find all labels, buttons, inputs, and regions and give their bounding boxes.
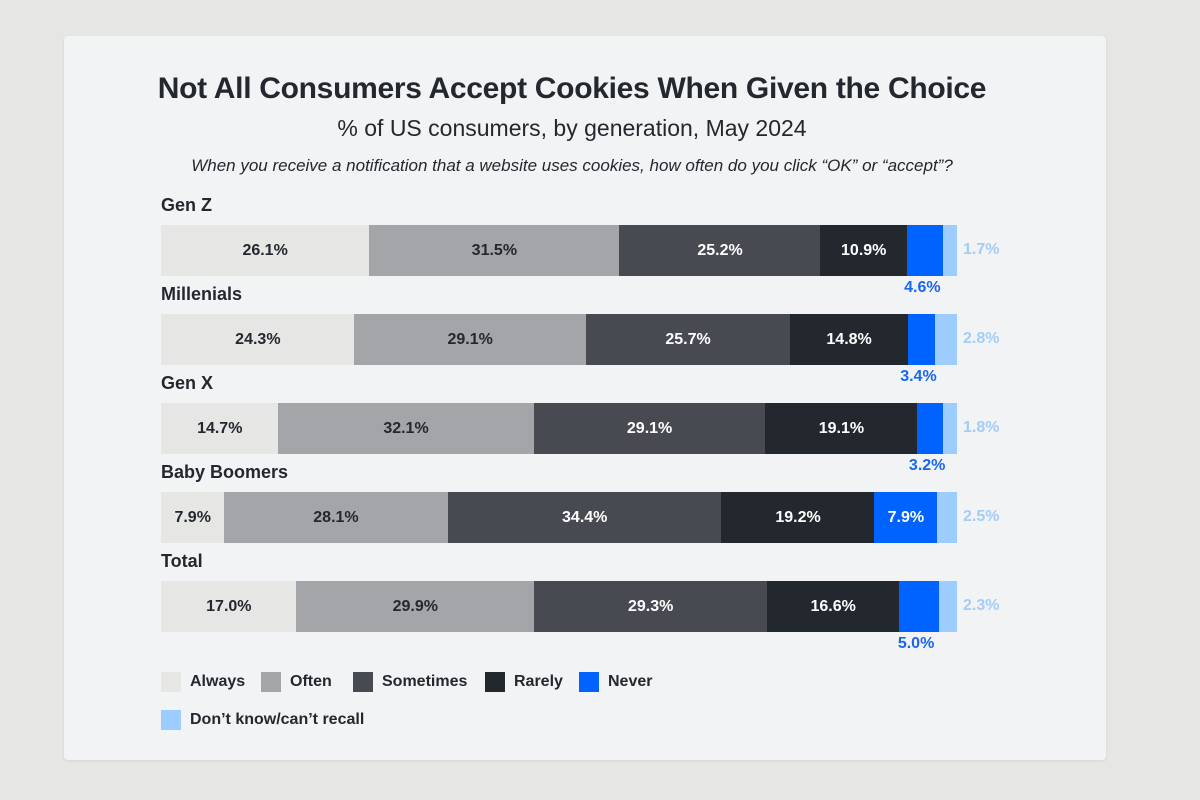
bar-segment-rarely: 16.6% — [766, 581, 900, 632]
bar-segment-don-t-know-can-t-recall — [942, 403, 958, 454]
legend-item: Sometimes — [353, 672, 467, 692]
bar-segment-never — [907, 314, 936, 365]
legend-item: Always — [161, 672, 245, 692]
data-label: 2.8% — [963, 330, 1000, 347]
row-label: Millenials — [161, 284, 243, 304]
legend-item: Don’t know/can’t recall — [161, 710, 364, 730]
data-label: 10.9% — [841, 241, 887, 259]
chart-title: Not All Consumers Accept Cookies When Gi… — [157, 72, 987, 105]
data-label: 1.7% — [963, 241, 1000, 258]
data-label: 2.3% — [963, 597, 1000, 614]
data-label: 17.0% — [206, 597, 252, 615]
bar-segment-never — [906, 225, 944, 276]
data-label: 25.2% — [697, 241, 743, 259]
legend-swatch — [353, 672, 373, 692]
bar-segment-sometimes: 29.1% — [533, 403, 766, 454]
legend-label: Sometimes — [382, 673, 468, 690]
data-label: 1.8% — [963, 419, 1000, 436]
chart-card — [64, 36, 1106, 760]
data-label: 16.6% — [810, 597, 856, 615]
legend-swatch — [161, 710, 181, 730]
bar-segment-rarely: 14.8% — [790, 314, 909, 365]
data-label: 29.3% — [627, 597, 674, 615]
data-label: 3.4% — [900, 368, 937, 385]
bar-segment-always: 14.7% — [161, 403, 279, 454]
bar-segment-never — [898, 581, 940, 632]
legend-item: Never — [579, 672, 652, 692]
bar-segment-sometimes: 25.7% — [585, 314, 791, 365]
bar-segment-often: 29.1% — [354, 314, 587, 365]
bar-segment-always: 24.3% — [161, 314, 355, 365]
row-label: Gen Z — [161, 195, 213, 215]
row-label: Total — [161, 551, 203, 571]
bar-segment-don-t-know-can-t-recall — [938, 581, 958, 632]
bar-segment-rarely: 19.2% — [721, 492, 875, 543]
legend-item: Often — [261, 672, 332, 692]
bar-segment-never: 7.9% — [874, 492, 938, 543]
bar-segment-often: 29.9% — [296, 581, 535, 632]
data-label: 31.5% — [471, 241, 518, 259]
data-label: 14.8% — [826, 330, 872, 348]
chart-subtitle: % of US consumers, by generation, May 20… — [337, 115, 807, 141]
data-label: 29.1% — [626, 419, 673, 437]
data-label: 19.2% — [775, 508, 821, 526]
legend-swatch — [579, 672, 599, 692]
data-label: 32.1% — [383, 419, 429, 437]
data-label: 7.9% — [887, 508, 925, 526]
legend-label: Never — [608, 673, 653, 690]
data-label: 24.3% — [235, 330, 281, 348]
legend-label: Always — [190, 673, 246, 690]
row-label: Baby Boomers — [161, 462, 289, 482]
data-label: 2.5% — [963, 508, 1000, 525]
bar-segment-always: 7.9% — [161, 492, 225, 543]
data-label: 4.6% — [904, 279, 941, 296]
bar-segment-don-t-know-can-t-recall — [943, 225, 958, 276]
data-label: 29.9% — [392, 597, 438, 615]
legend-label: Don’t know/can’t recall — [190, 711, 365, 728]
bar-segment-often: 31.5% — [368, 225, 620, 276]
data-label: 3.2% — [908, 457, 946, 474]
bar-segment-sometimes: 34.4% — [447, 492, 722, 543]
data-label: 26.1% — [242, 241, 288, 259]
bar-segment-never — [917, 403, 944, 454]
data-label: 25.7% — [665, 330, 711, 348]
data-label: 7.9% — [174, 508, 211, 526]
data-label: 34.4% — [562, 508, 608, 526]
bar-segment-often: 32.1% — [278, 403, 535, 454]
legend-label: Often — [290, 673, 332, 690]
data-label: 5.0% — [897, 635, 935, 652]
bar-segment-don-t-know-can-t-recall — [934, 314, 958, 365]
bar-segment-often: 28.1% — [223, 492, 449, 543]
legend-item: Rarely — [485, 672, 563, 692]
bar-segment-always: 17.0% — [161, 581, 297, 632]
legend-swatch — [485, 672, 505, 692]
legend-swatch — [261, 672, 281, 692]
data-label: 28.1% — [313, 508, 359, 526]
survey-question: When you receive a notification that a w… — [191, 156, 953, 175]
bar-segment-sometimes: 25.2% — [619, 225, 821, 276]
data-label: 19.1% — [818, 419, 865, 437]
legend-label: Rarely — [514, 673, 563, 690]
data-label: 29.1% — [447, 330, 493, 348]
bar-segment-rarely: 19.1% — [765, 403, 918, 454]
bar-segment-don-t-know-can-t-recall — [937, 492, 958, 543]
legend-swatch — [161, 672, 181, 692]
data-label: 14.7% — [197, 419, 243, 437]
bar-segment-always: 26.1% — [161, 225, 370, 276]
bar-segment-rarely: 10.9% — [820, 225, 908, 276]
row-label: Gen X — [161, 373, 214, 393]
bar-segment-sometimes: 29.3% — [533, 581, 768, 632]
